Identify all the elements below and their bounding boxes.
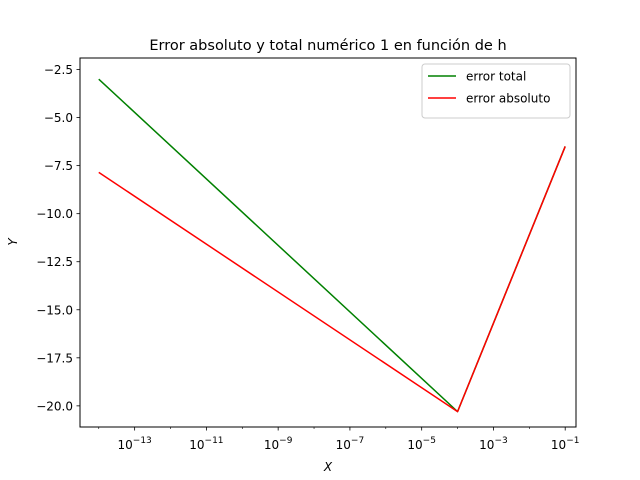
x-tick-label: 10−13 xyxy=(118,436,152,452)
y-tick-label: −2.5 xyxy=(44,63,73,77)
x-tick-label: 10−3 xyxy=(479,436,508,452)
y-tick-label: −5.0 xyxy=(44,111,73,125)
legend-frame xyxy=(421,63,571,119)
y-tick-label: −12.5 xyxy=(36,255,73,269)
x-tick-label: 10−9 xyxy=(264,436,293,452)
y-tick-label: −15.0 xyxy=(36,303,73,317)
plot-lines xyxy=(98,78,566,413)
y-axis-label: Y xyxy=(6,237,20,246)
x-tick-label: 10−7 xyxy=(336,436,365,452)
series-line-1 xyxy=(98,78,566,413)
x-axis: 10−13 10−11 10−9 10−7 10−5 10−3 10−1 xyxy=(98,427,580,452)
series-line-2 xyxy=(98,146,566,413)
y-tick-label: −20.0 xyxy=(36,399,73,413)
y-axis: −2.5 −5.0 −7.5 −10.0 −12.5 −15.0 −17.5 −20.0 xyxy=(36,63,80,413)
legend-label: error total xyxy=(466,70,526,84)
y-tick-label: −10.0 xyxy=(36,207,73,221)
x-tick-label: 10−11 xyxy=(189,436,223,452)
x-tick-label: 10−1 xyxy=(551,436,580,452)
x-axis-label: X xyxy=(323,460,333,474)
y-tick-label: −17.5 xyxy=(36,351,73,365)
legend-label: error absoluto xyxy=(466,92,550,106)
legend: error total error absoluto xyxy=(421,63,571,119)
y-tick-label: −7.5 xyxy=(44,159,73,173)
plot-area-frame xyxy=(79,57,577,428)
x-tick-label: 10−5 xyxy=(407,436,436,452)
chart-title: Error absoluto y total numérico 1 en fun… xyxy=(149,38,506,54)
